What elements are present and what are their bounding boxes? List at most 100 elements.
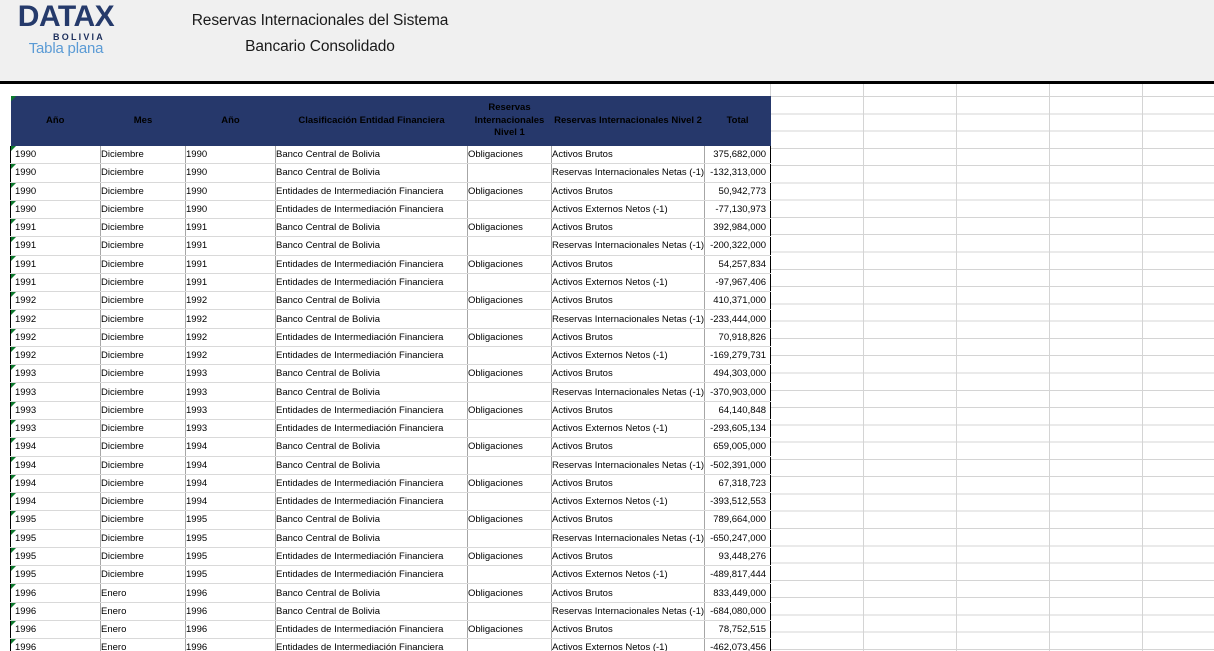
cell-ano2[interactable]: 1991 <box>185 273 276 293</box>
cell-ano1[interactable]: 1990 <box>10 200 101 220</box>
cell-clasificacion[interactable]: Banco Central de Bolivia <box>275 382 468 402</box>
cell-nivel2[interactable]: Activos Externos Netos (-1) <box>551 200 706 220</box>
cell-ano2[interactable]: 1996 <box>185 583 276 603</box>
cell-clasificacion[interactable]: Entidades de Intermediación Financiera <box>275 492 468 512</box>
cell-nivel1[interactable] <box>467 163 552 183</box>
cell-mes[interactable]: Diciembre <box>100 273 186 293</box>
cell-clasificacion[interactable]: Banco Central de Bolivia <box>275 218 468 238</box>
cell-ano1[interactable]: 1994 <box>10 492 101 512</box>
cell-ano2[interactable]: 1990 <box>185 200 276 220</box>
cell-ano1[interactable]: 1991 <box>10 218 101 238</box>
cell-nivel1[interactable] <box>467 200 552 220</box>
cell-nivel1[interactable] <box>467 309 552 329</box>
cell-total[interactable]: -77,130,973 <box>704 200 772 220</box>
cell-mes[interactable]: Diciembre <box>100 456 186 475</box>
cell-ano2[interactable]: 1995 <box>185 510 276 530</box>
cell-nivel2[interactable]: Activos Externos Netos (-1) <box>551 492 706 512</box>
cell-ano2[interactable]: 1993 <box>185 419 276 439</box>
cell-nivel2[interactable]: Activos Brutos <box>551 401 706 420</box>
cell-nivel2[interactable]: Reservas Internacionales Netas (-1) <box>551 456 706 475</box>
cell-mes[interactable]: Diciembre <box>100 328 186 347</box>
column-header-mes[interactable]: Mes <box>100 96 186 146</box>
cell-ano2[interactable]: 1996 <box>185 602 276 621</box>
cell-nivel2[interactable]: Activos Externos Netos (-1) <box>551 638 706 651</box>
column-header-nivel2[interactable]: Reservas Internacionales Nivel 2 <box>551 96 706 146</box>
cell-nivel2[interactable]: Activos Externos Netos (-1) <box>551 419 706 439</box>
cell-ano1[interactable]: 1995 <box>10 529 101 548</box>
cell-mes[interactable]: Diciembre <box>100 218 186 238</box>
cell-clasificacion[interactable]: Banco Central de Bolivia <box>275 602 468 621</box>
cell-ano2[interactable]: 1994 <box>185 492 276 512</box>
cell-ano1[interactable]: 1996 <box>10 583 101 603</box>
cell-mes[interactable]: Diciembre <box>100 146 186 165</box>
cell-mes[interactable]: Diciembre <box>100 565 186 585</box>
cell-nivel2[interactable]: Activos Brutos <box>551 291 706 311</box>
cell-clasificacion[interactable]: Entidades de Intermediación Financiera <box>275 346 468 366</box>
cell-total[interactable]: 410,371,000 <box>704 291 772 311</box>
column-header-nivel1[interactable]: Reservas Internacionales Nivel 1 <box>467 96 552 146</box>
cell-ano1[interactable]: 1991 <box>10 273 101 293</box>
cell-ano1[interactable]: 1994 <box>10 456 101 475</box>
cell-mes[interactable]: Diciembre <box>100 492 186 512</box>
cell-nivel1[interactable] <box>467 565 552 585</box>
cell-total[interactable]: -200,322,000 <box>704 236 772 256</box>
column-header-ano2[interactable]: Año <box>185 96 276 146</box>
cell-clasificacion[interactable]: Banco Central de Bolivia <box>275 510 468 530</box>
cell-nivel1[interactable]: Obligaciones <box>467 583 552 603</box>
cell-mes[interactable]: Diciembre <box>100 382 186 402</box>
cell-nivel2[interactable]: Activos Brutos <box>551 146 706 165</box>
cell-nivel1[interactable]: Obligaciones <box>467 218 552 238</box>
cell-total[interactable]: 375,682,000 <box>704 146 772 165</box>
cell-clasificacion[interactable]: Banco Central de Bolivia <box>275 163 468 183</box>
cell-mes[interactable]: Diciembre <box>100 547 186 567</box>
cell-total[interactable]: -462,073,456 <box>704 638 772 651</box>
cell-ano2[interactable]: 1992 <box>185 328 276 347</box>
cell-total[interactable]: 494,303,000 <box>704 364 772 384</box>
cell-total[interactable]: -169,279,731 <box>704 346 772 366</box>
cell-total[interactable]: 392,984,000 <box>704 218 772 238</box>
cell-nivel2[interactable]: Activos Brutos <box>551 510 706 530</box>
cell-total[interactable]: -293,605,134 <box>704 419 772 439</box>
cell-clasificacion[interactable]: Banco Central de Bolivia <box>275 364 468 384</box>
cell-clasificacion[interactable]: Entidades de Intermediación Financiera <box>275 565 468 585</box>
cell-clasificacion[interactable]: Entidades de Intermediación Financiera <box>275 419 468 439</box>
cell-mes[interactable]: Enero <box>100 620 186 640</box>
cell-total[interactable]: 54,257,834 <box>704 255 772 274</box>
cell-clasificacion[interactable]: Banco Central de Bolivia <box>275 583 468 603</box>
cell-clasificacion[interactable]: Banco Central de Bolivia <box>275 309 468 329</box>
cell-nivel2[interactable]: Reservas Internacionales Netas (-1) <box>551 309 706 329</box>
cell-nivel1[interactable] <box>467 236 552 256</box>
cell-nivel1[interactable]: Obligaciones <box>467 182 552 201</box>
cell-nivel2[interactable]: Activos Brutos <box>551 547 706 567</box>
cell-nivel2[interactable]: Reservas Internacionales Netas (-1) <box>551 529 706 548</box>
cell-mes[interactable]: Diciembre <box>100 474 186 494</box>
cell-total[interactable]: -132,313,000 <box>704 163 772 183</box>
cell-ano2[interactable]: 1992 <box>185 346 276 366</box>
cell-nivel2[interactable]: Activos Brutos <box>551 437 706 457</box>
cell-total[interactable]: 70,918,826 <box>704 328 772 347</box>
cell-total[interactable]: -684,080,000 <box>704 602 772 621</box>
cell-ano2[interactable]: 1994 <box>185 437 276 457</box>
cell-clasificacion[interactable]: Entidades de Intermediación Financiera <box>275 620 468 640</box>
cell-ano1[interactable]: 1990 <box>10 182 101 201</box>
cell-nivel2[interactable]: Activos Externos Netos (-1) <box>551 346 706 366</box>
cell-ano1[interactable]: 1996 <box>10 638 101 651</box>
cell-ano1[interactable]: 1995 <box>10 547 101 567</box>
cell-nivel1[interactable]: Obligaciones <box>467 437 552 457</box>
cell-total[interactable]: 833,449,000 <box>704 583 772 603</box>
cell-ano1[interactable]: 1993 <box>10 382 101 402</box>
cell-total[interactable]: -370,903,000 <box>704 382 772 402</box>
cell-clasificacion[interactable]: Banco Central de Bolivia <box>275 291 468 311</box>
cell-mes[interactable]: Diciembre <box>100 182 186 201</box>
cell-ano1[interactable]: 1992 <box>10 328 101 347</box>
cell-nivel1[interactable] <box>467 492 552 512</box>
cell-nivel2[interactable]: Activos Brutos <box>551 364 706 384</box>
cell-nivel1[interactable]: Obligaciones <box>467 620 552 640</box>
cell-nivel2[interactable]: Reservas Internacionales Netas (-1) <box>551 602 706 621</box>
cell-ano2[interactable]: 1992 <box>185 291 276 311</box>
cell-ano2[interactable]: 1990 <box>185 146 276 165</box>
cell-clasificacion[interactable]: Entidades de Intermediación Financiera <box>275 200 468 220</box>
cell-clasificacion[interactable]: Entidades de Intermediación Financiera <box>275 255 468 274</box>
cell-nivel1[interactable]: Obligaciones <box>467 146 552 165</box>
cell-mes[interactable]: Diciembre <box>100 529 186 548</box>
